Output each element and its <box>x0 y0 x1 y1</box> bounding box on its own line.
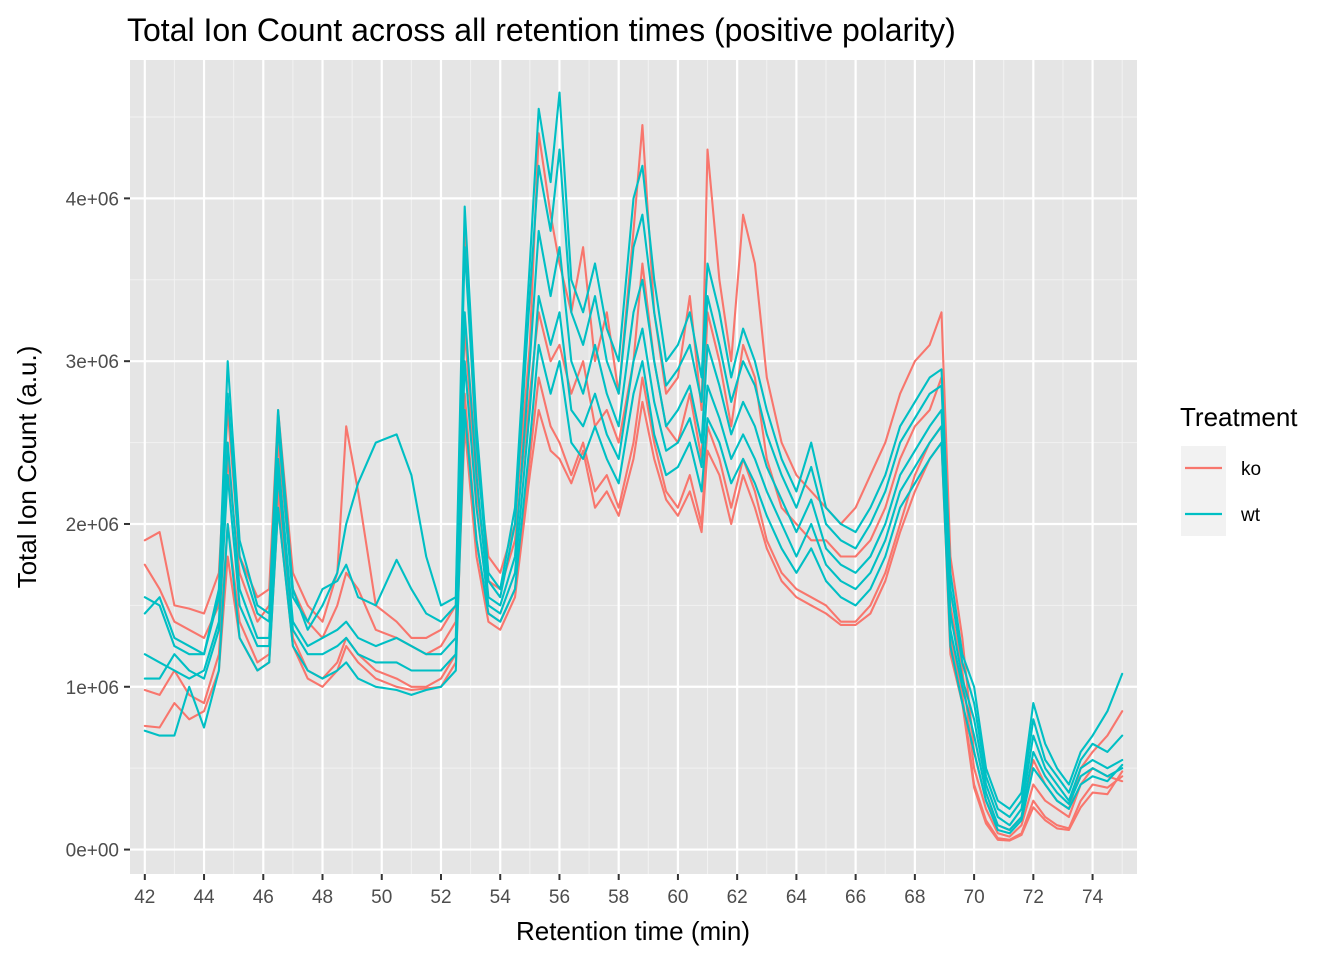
x-axis: 42 44 46 48 50 52 54 56 58 60 62 64 66 68 70 72 74 <box>134 874 1104 908</box>
x-tick-label: 50 <box>371 887 392 908</box>
legend-label-wt: wt <box>1240 505 1261 526</box>
y-axis: 0e+00 1e+06 2e+06 3e+06 4e+06 <box>66 189 130 862</box>
legend-label-ko: ko <box>1241 459 1261 480</box>
x-tick-label: 60 <box>667 887 688 908</box>
legend: Treatment ko wt <box>1180 402 1298 536</box>
x-tick-label: 42 <box>134 887 155 908</box>
x-tick-label: 46 <box>253 887 274 908</box>
x-tick-label: 44 <box>193 887 215 908</box>
series-line-ko-4 <box>143 400 1124 842</box>
y-tick-label: 2e+06 <box>66 515 119 536</box>
series-line-wt-6 <box>143 148 1124 819</box>
x-tick-label: 54 <box>490 887 512 908</box>
series-lines <box>143 91 1124 842</box>
legend-title: Treatment <box>1180 402 1298 432</box>
series-line-wt-7 <box>143 229 1124 827</box>
x-tick-label: 62 <box>727 887 748 908</box>
series-line-wt-5 <box>143 91 1124 810</box>
y-tick-label: 0e+00 <box>66 841 119 862</box>
x-tick-label: 58 <box>608 887 629 908</box>
x-tick-label: 56 <box>549 887 570 908</box>
y-tick-label: 1e+06 <box>66 678 119 699</box>
x-tick-label: 68 <box>904 887 925 908</box>
x-tick-label: 52 <box>430 887 451 908</box>
y-tick-label: 4e+06 <box>66 189 119 210</box>
y-tick-label: 3e+06 <box>66 352 119 373</box>
x-tick-label: 74 <box>1082 887 1104 908</box>
x-axis-title: Retention time (min) <box>516 916 750 946</box>
x-tick-label: 70 <box>964 887 985 908</box>
series-line-wt-8 <box>143 295 1124 832</box>
x-tick-label: 64 <box>786 887 808 908</box>
y-axis-title: Total Ion Count (a.u.) <box>12 346 42 589</box>
series-line-wt-9 <box>143 343 1124 835</box>
chart-title: Total Ion Count across all retention tim… <box>127 12 956 48</box>
x-tick-label: 48 <box>312 887 333 908</box>
x-tick-label: 72 <box>1023 887 1044 908</box>
x-tick-label: 66 <box>845 887 866 908</box>
